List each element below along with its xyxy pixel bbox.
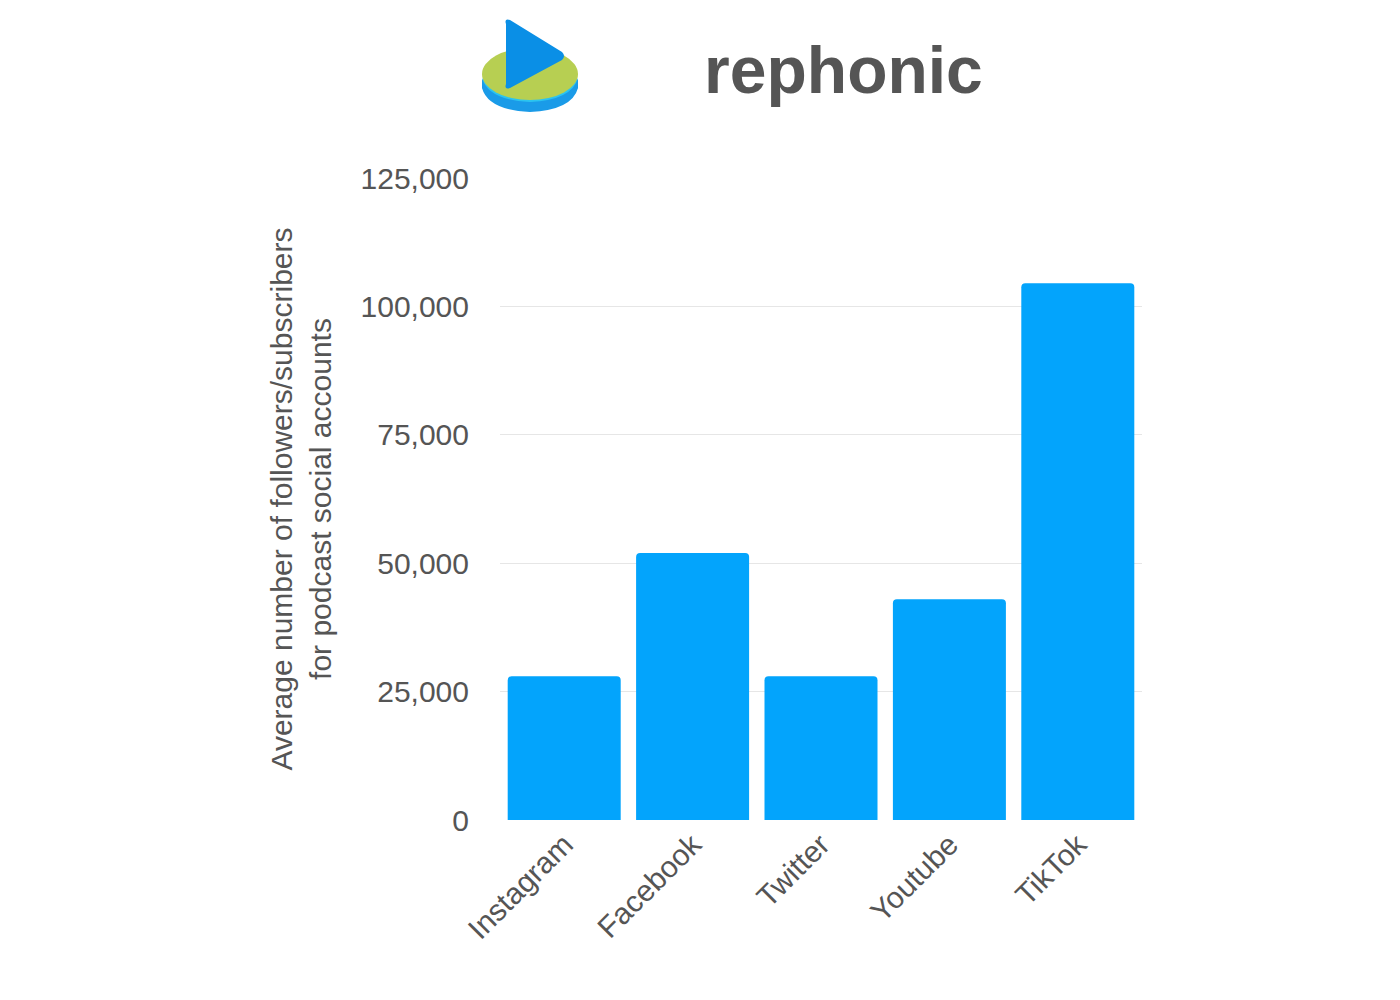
svg-text:Youtube: Youtube [864, 828, 964, 928]
svg-text:Instagram: Instagram [461, 828, 579, 946]
svg-text:25,000: 25,000 [377, 675, 469, 708]
svg-text:0: 0 [452, 804, 469, 837]
svg-text:Facebook: Facebook [591, 827, 708, 944]
svg-text:rephonic: rephonic [704, 33, 983, 107]
svg-text:125,000: 125,000 [361, 162, 469, 195]
svg-text:50,000: 50,000 [377, 547, 469, 580]
svg-text:Average number of followers/su: Average number of followers/subscribersf… [265, 227, 337, 770]
svg-text:Twitter: Twitter [750, 828, 836, 914]
svg-text:TikTok: TikTok [1009, 827, 1094, 912]
svg-text:75,000: 75,000 [377, 418, 469, 451]
svg-text:100,000: 100,000 [361, 290, 469, 323]
